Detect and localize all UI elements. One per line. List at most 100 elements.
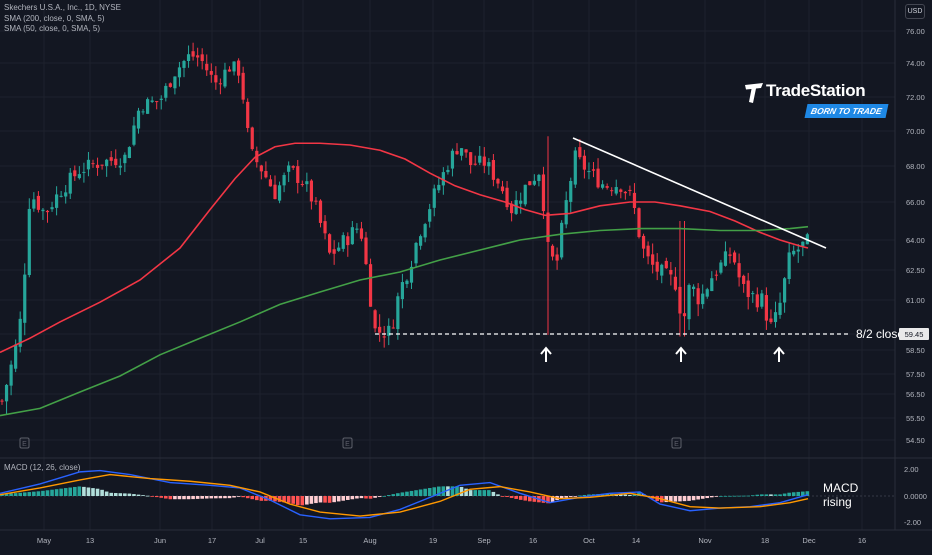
candle xyxy=(114,149,118,168)
macd-hist-bar xyxy=(482,490,487,496)
candle xyxy=(196,47,200,67)
macd-hist-bar xyxy=(764,494,769,496)
candle xyxy=(778,292,782,319)
candle-body xyxy=(487,162,491,167)
candle xyxy=(328,233,332,255)
candle-body xyxy=(755,294,759,308)
price-tick-label: 68.00 xyxy=(906,162,925,171)
arrow-head xyxy=(773,346,785,355)
candle xyxy=(105,158,109,177)
macd-hist-bar xyxy=(186,496,191,500)
candle xyxy=(469,151,473,174)
candle xyxy=(573,147,577,188)
macd-hist-bar xyxy=(678,496,682,502)
macd-hist-bar xyxy=(245,496,250,499)
candle-body xyxy=(532,180,536,185)
macd-hist-bar xyxy=(195,496,200,499)
macd-hist-bar xyxy=(18,492,22,496)
macd-hist-bar xyxy=(382,495,386,497)
macd-hist-bar xyxy=(63,488,68,496)
candle xyxy=(23,263,27,336)
candle-body xyxy=(359,228,364,239)
candle-body xyxy=(155,101,159,103)
macd-hist-bar xyxy=(373,496,377,498)
macd-hist-bar xyxy=(564,496,568,498)
candle xyxy=(564,191,568,229)
candle-body xyxy=(223,69,227,87)
currency-button[interactable]: USD xyxy=(905,4,925,19)
sma50-legend[interactable]: SMA (50, close, 0, SMA, 5) xyxy=(4,24,101,33)
candle-body xyxy=(136,110,141,129)
candle-body xyxy=(400,282,404,300)
candle-body xyxy=(205,63,209,71)
candle xyxy=(414,241,418,268)
macd-hist-bar xyxy=(414,490,418,496)
tradestation-logo: TradeStation BORN TO TRADE xyxy=(744,80,889,125)
candle-body xyxy=(769,318,773,323)
candle-body xyxy=(564,200,568,225)
candle-body xyxy=(4,384,9,402)
macd-hist-bar xyxy=(204,496,209,499)
macd-legend[interactable]: MACD (12, 26, close) xyxy=(4,463,81,472)
candle-body xyxy=(282,175,286,186)
candle xyxy=(391,319,395,329)
candle-body xyxy=(105,159,109,167)
macd-hist-bar xyxy=(732,495,737,497)
candle-body xyxy=(473,163,477,165)
candle-body xyxy=(655,261,659,272)
candle xyxy=(387,318,391,346)
candle-body xyxy=(18,318,22,347)
chart-legend: Skechers U.S.A., Inc., 1D, NYSE SMA (200… xyxy=(4,3,121,35)
candle-body xyxy=(537,174,541,181)
candle-body xyxy=(0,400,4,402)
candle-body xyxy=(660,264,664,276)
candle xyxy=(359,221,364,242)
candle xyxy=(705,287,709,299)
candle xyxy=(528,181,532,186)
candle-body xyxy=(628,189,632,191)
candle-body xyxy=(469,152,473,166)
candle-body xyxy=(209,71,213,75)
candle-body xyxy=(332,249,336,254)
candle-body xyxy=(232,61,236,72)
candle-body xyxy=(32,199,36,209)
candle-body xyxy=(751,293,755,295)
candle-body xyxy=(541,174,546,212)
sma200-legend[interactable]: SMA (200, close, 0, SMA, 5) xyxy=(4,13,105,23)
candle-body xyxy=(678,286,682,314)
time-tick-label: Nov xyxy=(698,536,712,545)
macd-hist-bar xyxy=(459,486,464,496)
candle xyxy=(491,154,495,187)
candle-body xyxy=(196,55,200,58)
candle xyxy=(673,267,677,292)
macd-hist-bar xyxy=(623,494,628,496)
macd-hist-bar xyxy=(673,496,678,502)
candle xyxy=(792,245,796,257)
candle-body xyxy=(560,222,564,258)
candle xyxy=(455,143,459,155)
time-tick-label: Aug xyxy=(363,536,376,545)
macd-hist-bar xyxy=(468,490,473,496)
candle xyxy=(751,290,755,303)
candle-body xyxy=(550,245,555,257)
macd-hist-bar xyxy=(778,494,782,496)
macd-hist-bar xyxy=(487,490,491,496)
candle-body xyxy=(150,100,154,102)
macd-hist-bar xyxy=(700,496,705,499)
candle-body xyxy=(55,194,59,208)
candle xyxy=(373,309,377,333)
candle xyxy=(77,166,81,180)
candle xyxy=(505,181,509,210)
candle xyxy=(309,179,313,210)
candle xyxy=(141,109,145,115)
candle-body xyxy=(314,200,318,202)
candle-body xyxy=(610,190,614,192)
candle-body xyxy=(441,172,445,186)
candle-body xyxy=(287,165,291,172)
candle-body xyxy=(500,186,505,192)
candle-body xyxy=(682,313,687,317)
macd-hist-bar xyxy=(550,496,555,503)
macd-hist-bar xyxy=(437,486,441,496)
candle-body xyxy=(692,286,696,290)
